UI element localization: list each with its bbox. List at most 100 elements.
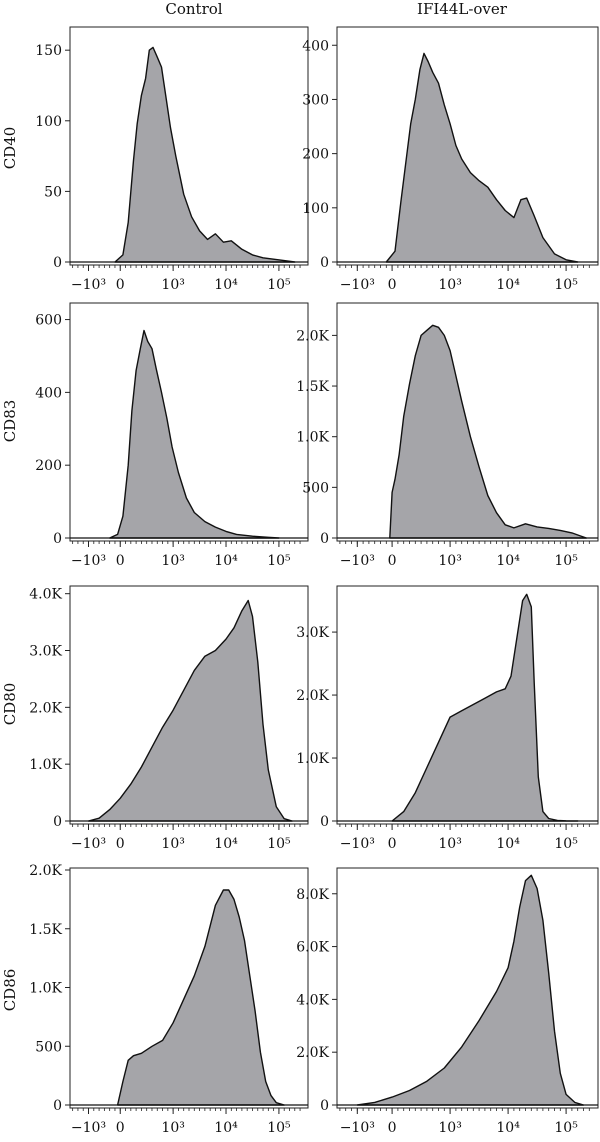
y-tick-label: 0 [320, 814, 329, 830]
x-tick-label: 0 [388, 836, 397, 852]
y-tick-label: 8.0K [296, 887, 329, 903]
y-tick-label: 300 [302, 92, 329, 108]
x-tick-label: 10⁴ [214, 553, 238, 569]
y-tick-label: 2.0K [296, 1045, 329, 1061]
y-tick-label: 1.0K [296, 430, 329, 446]
histogram-area [385, 52, 579, 263]
x-tick-label: 0 [116, 277, 125, 293]
y-tick-label: 100 [35, 114, 62, 130]
y-tick-label: 2.0K [296, 688, 329, 704]
histogram-area [389, 324, 588, 539]
y-tick-label: 3.0K [29, 644, 62, 660]
row-label-cd40: CD40 [1, 127, 19, 170]
y-tick-label: 3.0K [296, 625, 329, 641]
x-tick-label: −10³ [340, 277, 375, 293]
panel-cd86-control: −10³ 0 10³ 10⁴ 10⁵ 0 500 1.0K 1.5K 2.0K [29, 863, 309, 1136]
histogram-panels: −10³ 0 10³ 10⁴ 10⁵ 0 50 100 150 −10³ 0 10³ 10⁴ 10⁵ 0 10… [29, 26, 599, 1136]
x-tick-label: 10⁵ [554, 1120, 578, 1136]
y-tick-label: 0 [320, 531, 329, 547]
y-tick-label: 400 [35, 385, 62, 401]
y-tick-label: 50 [44, 184, 62, 200]
x-tick-label: 10³ [438, 553, 461, 569]
panel-cd40-ifi44l-over: −10³ 0 10³ 10⁴ 10⁵ 0 100 200 300 400 [302, 26, 599, 293]
y-tick-label: 400 [302, 38, 329, 54]
x-tick-label: 10³ [161, 553, 184, 569]
x-tick-label: 10⁵ [267, 277, 291, 293]
y-tick-label: 0 [53, 1098, 62, 1114]
y-tick-label: 150 [35, 43, 62, 59]
y-tick-label: 0 [320, 255, 329, 271]
x-tick-label: 10³ [438, 1120, 461, 1136]
panel-cd40-control: −10³ 0 10³ 10⁴ 10⁵ 0 50 100 150 [35, 26, 309, 293]
x-tick-label: 10⁵ [267, 553, 291, 569]
x-tick-label: 0 [116, 1120, 125, 1136]
y-tick-label: 100 [302, 201, 329, 217]
x-tick-label: 10⁵ [554, 553, 578, 569]
y-tick-label: 0 [53, 255, 62, 271]
panel-cd86-ifi44l-over: −10³ 0 10³ 10⁴ 10⁵ 0 2.0K 4.0K 6.0K 8.0K [296, 867, 599, 1136]
panel-cd83-ifi44l-over: −10³ 0 10³ 10⁴ 10⁵ 0 500 1.0K 1.5K 2.0K [296, 302, 599, 569]
histogram-area [391, 593, 579, 822]
x-tick-label: 0 [388, 553, 397, 569]
histogram-area [87, 599, 293, 822]
panel-cd80-control: −10³ 0 10³ 10⁴ 10⁵ 0 1.0K 2.0K 3.0K 4.0K [29, 585, 309, 852]
y-tick-label: 1.0K [296, 751, 329, 767]
x-tick-label: 0 [116, 553, 125, 569]
row-label-cd86: CD86 [1, 969, 19, 1012]
y-tick-label: 200 [35, 458, 62, 474]
y-tick-label: 2.0K [29, 863, 62, 879]
y-tick-label: 2.0K [296, 328, 329, 344]
x-tick-label: 10⁴ [496, 553, 520, 569]
x-tick-label: 10⁴ [496, 1120, 520, 1136]
x-tick-label: −10³ [340, 1120, 375, 1136]
x-tick-label: 10⁴ [214, 836, 238, 852]
y-tick-label: 500 [302, 480, 329, 496]
y-tick-label: 0 [53, 531, 62, 547]
y-tick-label: 4.0K [29, 587, 62, 603]
x-tick-label: 10³ [438, 836, 461, 852]
histogram-area [114, 46, 296, 263]
column-title-ifi44l-over: IFI44L-over [417, 0, 508, 18]
y-tick-label: 1.0K [29, 981, 62, 997]
x-tick-label: −10³ [71, 836, 106, 852]
x-tick-label: 10⁵ [267, 1120, 291, 1136]
x-tick-label: 10³ [161, 1120, 184, 1136]
x-tick-label: 10³ [161, 836, 184, 852]
x-tick-label: 10³ [161, 277, 184, 293]
x-tick-label: 10⁴ [496, 836, 520, 852]
y-tick-label: 4.0K [296, 992, 329, 1008]
y-tick-label: 200 [302, 147, 329, 163]
x-tick-label: −10³ [71, 277, 106, 293]
y-tick-label: 6.0K [296, 940, 329, 956]
histogram-area [116, 889, 285, 1106]
y-tick-label: 500 [35, 1039, 62, 1055]
y-tick-label: 1.5K [29, 922, 62, 938]
y-tick-label: 2.0K [29, 700, 62, 716]
y-tick-label: 0 [53, 814, 62, 830]
x-tick-label: 0 [388, 1120, 397, 1136]
x-tick-label: 10⁵ [554, 836, 578, 852]
x-tick-label: 0 [388, 277, 397, 293]
x-tick-label: −10³ [340, 836, 375, 852]
histogram-area [356, 874, 585, 1106]
panel-cd80-ifi44l-over: −10³ 0 10³ 10⁴ 10⁵ 0 1.0K 2.0K 3.0K [296, 585, 599, 852]
y-tick-label: 1.5K [296, 379, 329, 395]
x-tick-label: 10⁴ [496, 277, 520, 293]
x-tick-label: 10⁵ [267, 836, 291, 852]
x-tick-label: 10³ [438, 277, 461, 293]
row-label-cd80: CD80 [1, 683, 19, 726]
x-tick-label: 0 [116, 836, 125, 852]
y-tick-label: 1.0K [29, 757, 62, 773]
row-label-cd83: CD83 [1, 400, 19, 443]
x-tick-label: −10³ [340, 553, 375, 569]
y-tick-label: 0 [320, 1098, 329, 1114]
histogram-area [109, 329, 280, 539]
x-tick-label: 10⁵ [554, 277, 578, 293]
x-tick-label: −10³ [71, 553, 106, 569]
x-tick-label: −10³ [71, 1120, 106, 1136]
panel-cd83-control: −10³ 0 10³ 10⁴ 10⁵ 0 200 400 600 [35, 302, 309, 569]
x-tick-label: 10⁴ [214, 1120, 238, 1136]
y-tick-label: 600 [35, 313, 62, 329]
column-title-control: Control [165, 0, 222, 18]
